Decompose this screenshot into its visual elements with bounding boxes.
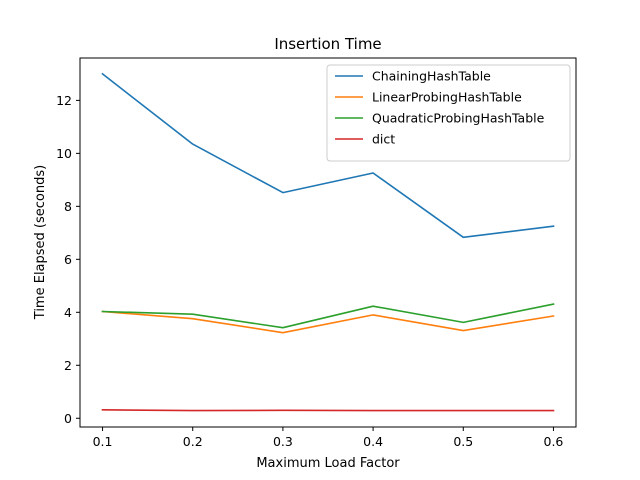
y-tick-label: 8 [64,199,72,214]
legend-entry-1: LinearProbingHashTable [372,90,522,105]
legend-entry-2: QuadraticProbingHashTable [372,111,545,126]
x-tick-label: 0.5 [453,434,473,449]
x-axis-label: Maximum Load Factor [256,456,400,471]
x-axis: 0.1 0.2 0.3 0.4 0.5 0.6 [93,427,564,449]
x-tick-label: 0.6 [544,434,564,449]
chart-title: Insertion Time [274,35,381,53]
y-tick-label: 0 [64,411,72,426]
legend-entry-0: ChainingHashTable [372,69,491,84]
y-tick-label: 12 [56,93,72,108]
x-tick-label: 0.2 [183,434,203,449]
x-tick-label: 0.1 [93,434,113,449]
series-line-0 [101,72,555,239]
y-tick-label: 4 [64,305,72,320]
x-tick-label: 0.3 [273,434,293,449]
y-axis-label: Time Elapsed (seconds) [33,165,48,320]
y-axis: 0 2 4 6 8 10 12 [56,93,80,426]
plot-frame [79,57,577,428]
legend-box [326,64,571,162]
plot-area [101,72,555,412]
series-line-3 [101,408,555,412]
series-line-2 [101,303,555,329]
y-tick-label: 6 [64,252,72,267]
series-line-1 [101,310,555,334]
x-tick-label: 0.4 [363,434,383,449]
y-tick-label: 2 [64,358,72,373]
legend: ChainingHashTable LinearProbingHashTable Q… [326,64,571,162]
y-tick-label: 10 [56,146,72,161]
legend-entry-3: dict [372,132,395,147]
